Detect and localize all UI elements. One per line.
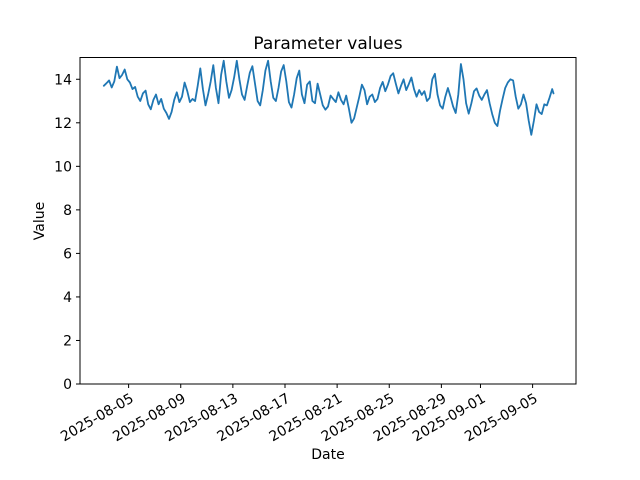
y-tick-label: 2 <box>63 333 72 349</box>
y-tick-label: 12 <box>54 116 72 132</box>
y-tick-label: 4 <box>63 290 72 306</box>
y-tick-label: 6 <box>63 246 72 262</box>
y-tick-label: 0 <box>63 377 72 393</box>
y-tick-label: 10 <box>54 159 72 175</box>
y-axis-label-text: Value <box>32 201 48 241</box>
x-axis-label: Date <box>311 447 345 463</box>
y-tick-label: 14 <box>54 72 72 88</box>
chart-title: Parameter values <box>253 34 403 54</box>
axes-frame <box>79 57 577 385</box>
series-line <box>102 59 555 136</box>
y-tick-label: 8 <box>63 203 72 219</box>
